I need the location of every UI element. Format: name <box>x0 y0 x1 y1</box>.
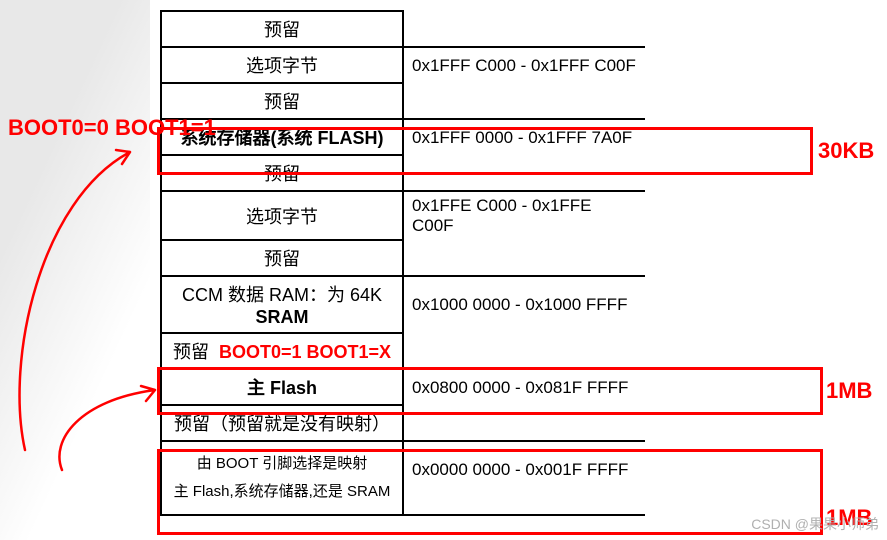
table-row: 系统存储器(系统 FLASH)0x1FFF 0000 - 0x1FFF 7A0F <box>161 119 645 155</box>
cell-addr <box>403 11 645 47</box>
cell-desc-ccm: CCM 数据 RAM：为 64K SRAM <box>161 276 403 333</box>
cell-desc: 选项字节 <box>161 47 403 83</box>
watermark: CSDN @果果小师弟 <box>751 514 879 534</box>
size-label-30kb: 30KB <box>818 138 874 164</box>
ccm-text: CCM 数据 RAM：为 64K SRAM <box>182 285 382 327</box>
cell-desc: 预留 <box>161 83 403 119</box>
cell-desc: 选项字节 <box>161 191 403 240</box>
table-row: 预留 <box>161 11 645 47</box>
cell-addr <box>403 405 645 441</box>
table-row: 由 BOOT 引脚选择是映射主 Flash,系统存储器,还是 SRAM0x000… <box>161 441 645 515</box>
table-row: 预留 BOOT0=1 BOOT1=X <box>161 333 645 369</box>
cell-addr <box>403 155 645 191</box>
reserved-text: 预留 <box>173 342 209 362</box>
table-row: 预留 <box>161 83 645 119</box>
background-gradient <box>0 0 150 540</box>
boot-inline-label: BOOT0=1 BOOT1=X <box>219 342 391 362</box>
boot01-label: BOOT0=0 BOOT1=1 <box>8 115 216 141</box>
cell-addr: 0x0000 0000 - 0x001F FFFF <box>403 441 645 515</box>
table-row: 预留 <box>161 155 645 191</box>
table-row: 选项字节0x1FFE C000 - 0x1FFE C00F <box>161 191 645 240</box>
cell-addr: 0x0800 0000 - 0x081F FFFF <box>403 369 645 405</box>
cell-desc: 预留 <box>161 11 403 47</box>
cell-addr: 0x1000 0000 - 0x1000 FFFF <box>403 276 645 333</box>
table-row: 预留（预留就是没有映射） <box>161 405 645 441</box>
cell-desc-main-flash: 主 Flash <box>161 369 403 405</box>
memory-map-table: 预留 选项字节0x1FFF C000 - 0x1FFF C00F 预留 系统存储… <box>160 10 645 516</box>
table-row: CCM 数据 RAM：为 64K SRAM 0x1000 0000 - 0x100… <box>161 276 645 333</box>
table-row: 预留 <box>161 240 645 276</box>
table-row: 选项字节0x1FFF C000 - 0x1FFF C00F <box>161 47 645 83</box>
cell-desc: 预留 <box>161 240 403 276</box>
cell-addr: 0x1FFF 0000 - 0x1FFF 7A0F <box>403 119 645 155</box>
cell-addr <box>403 240 645 276</box>
cell-desc-boot-select: 由 BOOT 引脚选择是映射主 Flash,系统存储器,还是 SRAM <box>161 441 403 515</box>
cell-addr: 0x1FFF C000 - 0x1FFF C00F <box>403 47 645 83</box>
size-label-1mb-a: 1MB <box>826 378 872 404</box>
cell-desc: 预留 BOOT0=1 BOOT1=X <box>161 333 403 369</box>
cell-addr <box>403 83 645 119</box>
cell-addr <box>403 333 645 369</box>
cell-desc: 预留 <box>161 155 403 191</box>
cell-addr: 0x1FFE C000 - 0x1FFE C00F <box>403 191 645 240</box>
table-row: 主 Flash0x0800 0000 - 0x081F FFFF <box>161 369 645 405</box>
cell-desc: 预留（预留就是没有映射） <box>161 405 403 441</box>
